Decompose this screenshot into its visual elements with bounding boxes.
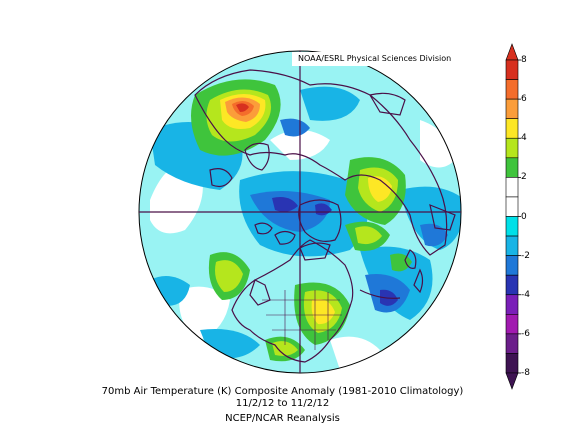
caption-source: NCEP/NCAR Reanalysis (225, 413, 340, 424)
color-bar-tick-label: -4 (521, 289, 530, 300)
color-bar-tick-label: 2 (521, 172, 527, 183)
color-bar-segment (505, 274, 519, 296)
color-bar-segment (505, 353, 519, 374)
color-bar-segment (505, 79, 519, 100)
color-bar-segment (505, 333, 519, 354)
color-bar-bottom-arrow (505, 372, 519, 390)
color-bar-segment (505, 118, 519, 139)
color-bar-tick-label: 4 (521, 133, 527, 144)
color-bar-segment (505, 157, 519, 178)
color-bar-segment (505, 196, 519, 217)
color-bar-tick-label: 6 (521, 94, 527, 105)
color-bar-tick-label: 8 (521, 55, 527, 65)
color-bar-segment (505, 294, 519, 315)
color-bar (505, 43, 521, 390)
credit-label: NOAA/ESRL Physical Sciences Division (292, 52, 462, 66)
color-bar-segment (505, 98, 519, 119)
caption-date-range: 11/2/12 to 11/2/12 (235, 398, 330, 409)
graticule (139, 51, 461, 373)
color-bar-segment (505, 255, 519, 276)
color-bar-tick-label: -2 (521, 250, 530, 261)
color-bar-segment (505, 314, 519, 335)
color-bar-top-arrow (505, 43, 519, 61)
color-bar-segment (505, 177, 519, 198)
color-bar-tick-label: -6 (521, 328, 530, 339)
color-bar-segment (505, 59, 519, 80)
color-bar-tick-label: -8 (521, 368, 530, 378)
color-bar-segment (505, 137, 519, 159)
color-bar-segment (505, 216, 519, 237)
color-bar-tick-label: 0 (521, 211, 527, 222)
caption-title: 70mb Air Temperature (K) Composite Anoma… (101, 386, 464, 397)
color-bar-segment (505, 235, 519, 256)
